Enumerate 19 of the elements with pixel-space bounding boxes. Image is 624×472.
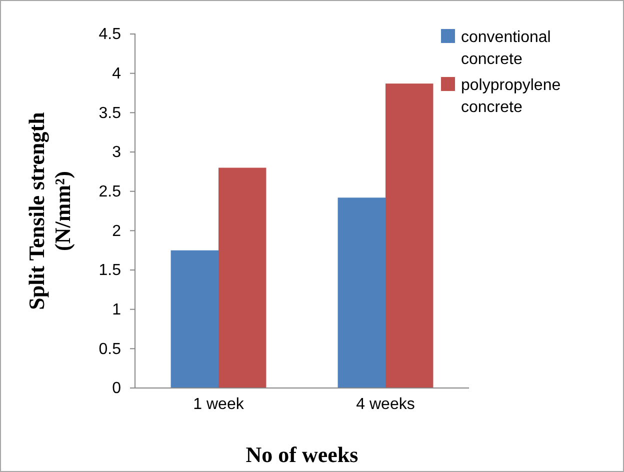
y-tick-label: 1.5 [98,262,122,280]
x-tick-label: 4 weeks [356,396,415,413]
bar [386,84,434,388]
y-tick-label: 4 [112,65,122,82]
bar [338,198,386,388]
y-tick-label: 2.5 [98,183,122,200]
y-tick-label: 4.5 [98,26,122,44]
x-axis-title: No of weeks [246,442,359,467]
y-tick-label: 2 [112,222,122,240]
y-tick-label: 3 [112,144,122,162]
bar [218,168,266,388]
y-tick-label: 0.5 [98,340,122,358]
y-axis-title: Split Tensile strength (N/mm²) [24,112,75,310]
y-tick-label: 0 [112,380,122,398]
y-tick-label: 3.5 [98,104,122,122]
y-tick-label: 1 [112,301,122,318]
x-tick-label: 1 week [193,396,245,413]
legend-label: polypropylene concrete [461,77,561,116]
bar [170,250,218,388]
